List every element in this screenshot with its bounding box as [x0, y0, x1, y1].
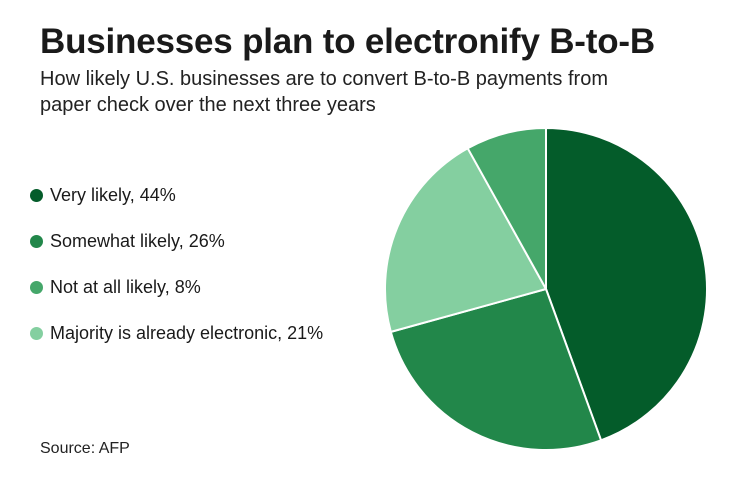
pie-slice-very-likely [545, 127, 708, 442]
chart-subtitle: How likely U.S. businesses are to conver… [40, 68, 608, 116]
chart-title: Businesses plan to electronify B-to-B [40, 22, 655, 61]
legend-label-somewhat-likely: Somewhat likely, 26% [50, 231, 225, 251]
pie-slice-majority-is-already-electronic [384, 147, 547, 333]
legend-item-very-likely: Very likely, 44% [30, 184, 323, 207]
legend-swatch-not-at-all-likely [30, 281, 43, 294]
legend: Very likely, 44% Somewhat likely, 26% No… [30, 184, 323, 368]
source-note: Source: AFP [40, 440, 130, 457]
legend-label-not-at-all-likely: Not at all likely, 8% [50, 277, 201, 297]
legend-label-already-electronic: Majority is already electronic, 21% [50, 323, 324, 343]
legend-label-very-likely: Very likely, 44% [50, 185, 176, 205]
legend-swatch-very-likely [30, 189, 43, 202]
legend-item-not-at-all-likely: Not at all likely, 8% [30, 276, 323, 299]
pie-slice-not-at-all-likely [466, 127, 547, 290]
legend-swatch-already-electronic [30, 327, 43, 340]
legend-item-already-electronic: Majority is already electronic, 21% [30, 322, 323, 345]
legend-item-somewhat-likely: Somewhat likely, 26% [30, 230, 323, 253]
legend-swatch-somewhat-likely [30, 235, 43, 248]
pie-slice-somewhat-likely [389, 288, 603, 451]
